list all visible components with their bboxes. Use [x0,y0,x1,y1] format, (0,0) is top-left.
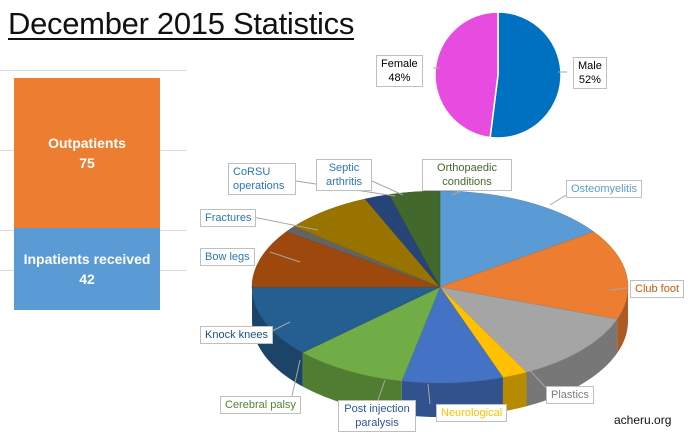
pie-slice-club-foot [439,231,629,320]
leader-line [524,364,549,391]
bar-label-outpatients: Outpatients [48,135,126,151]
gridline [0,70,186,71]
gender-pie-chart [434,11,562,139]
watermark-text: acheru.org [614,413,672,427]
label-cerebral-palsy: Cerebral palsy [220,396,301,414]
leader-line [269,251,301,263]
bar-inpatients: Inpatients received 42 [14,228,160,310]
label-septic-arthritis: Septic arthritis [316,159,372,191]
leader-line [549,194,567,206]
label-osteomyelitis: Osteomyelitis [566,180,643,198]
leader-line [609,287,629,291]
bar-value-inpatients: 42 [79,271,95,287]
pie-slice-bow-legs [251,231,441,288]
pie-slice-orthopaedic-conditions [388,190,441,288]
pie-slice-knock-knees [251,286,441,353]
pie-side-plastics [526,319,618,407]
label-post-injection-paralysis: Post injection paralysis [338,400,416,432]
leader-line [252,216,319,231]
leader-line [269,321,291,333]
label-neurological: Neurological [436,404,508,422]
label-fractures: Fractures [200,209,257,227]
pie-label-male: Male 52% [573,57,607,89]
label-bow-legs: Bow legs [200,248,255,266]
stacked-bar-chart: Outpatients 75 Inpatients received 42 [0,70,186,330]
pie-slice-cerebral-palsy [302,286,441,382]
pie-label-female: Female 48% [376,55,423,87]
bar-value-outpatients: 75 [79,155,95,171]
bar-outpatients: Outpatients 75 [14,78,160,228]
conditions-3d-pie-chart [251,190,629,417]
pie-slice-osteomyelitis [439,190,595,288]
label-orthopaedic-conditions: Orthopaedic conditions [422,159,512,191]
bar-label-inpatients: Inpatients received [23,251,151,267]
pie-slice-female [434,11,499,139]
leader-line [377,379,386,401]
leader-line [291,359,301,397]
pie-side-knock-knees [252,287,303,387]
label-plastics: Plastics [546,386,594,404]
label-knock-knees: Knock knees [200,326,273,344]
pie-side-cerebral-palsy [302,352,402,415]
pie-side-neurological [502,372,527,412]
label-club-foot: Club foot [630,280,685,298]
leader-line [427,383,431,405]
pie-slice-post-injection-paralysis [401,286,504,384]
leader-line [371,180,404,196]
pie-slice-plastics [439,286,618,373]
label-corsu-operations: CoRSU operations [228,163,296,195]
pie-slice-male [489,11,562,139]
page-title: December 2015 Statistics [8,6,355,41]
